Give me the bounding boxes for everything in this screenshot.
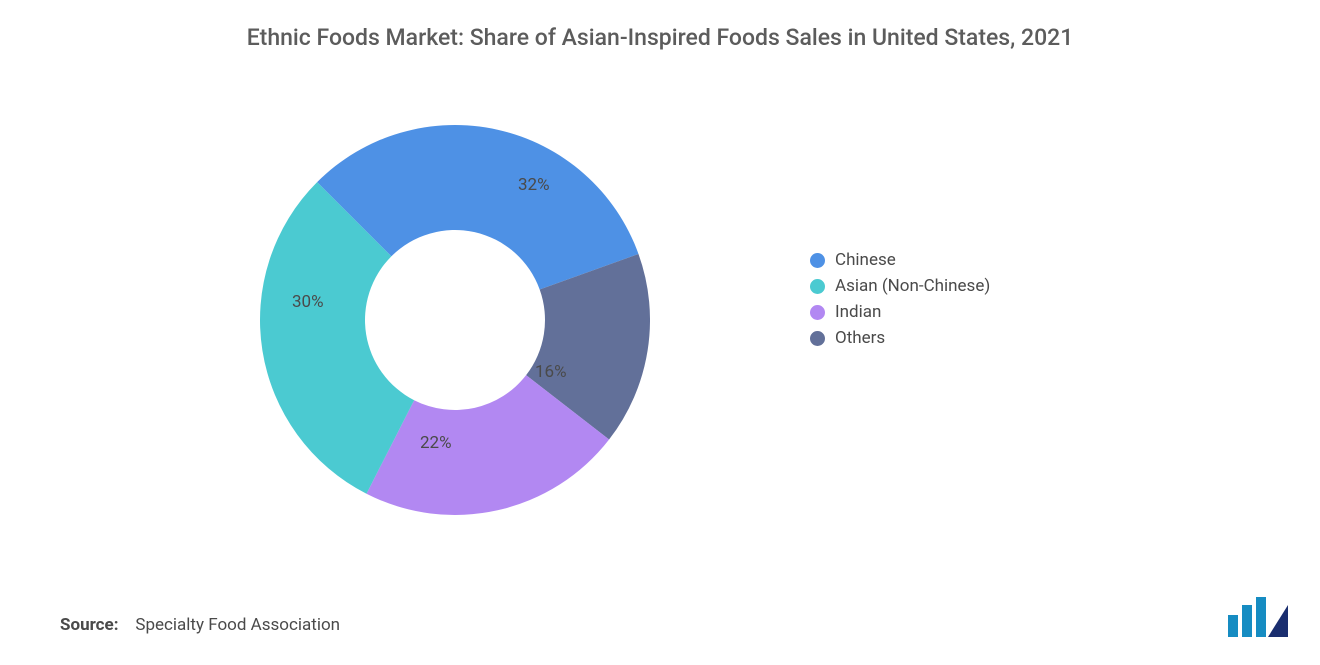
data-label-chinese: 32% [518, 175, 550, 195]
legend-swatch [810, 305, 825, 320]
logo-bar-3 [1256, 597, 1266, 637]
legend-item-chinese: Chinese [810, 250, 990, 270]
brand-logo [1228, 597, 1288, 637]
legend-item-others: Others [810, 328, 990, 348]
legend-item-asian-non-chinese-: Asian (Non-Chinese) [810, 276, 990, 296]
logo-bar-2 [1242, 605, 1252, 637]
legend-swatch [810, 331, 825, 346]
data-label-indian: 22% [420, 433, 452, 453]
legend-label: Chinese [835, 250, 896, 270]
source-line: Source: Specialty Food Association [60, 615, 340, 635]
source-prefix: Source: [60, 615, 118, 635]
legend-item-indian: Indian [810, 302, 990, 322]
donut-chart: 32% 16% 22% 30% [260, 125, 650, 515]
legend-swatch [810, 279, 825, 294]
legend: Chinese Asian (Non-Chinese) Indian Others [810, 250, 990, 354]
source-text: Specialty Food Association [135, 615, 340, 635]
data-label-asian-non-chinese-: 30% [292, 292, 324, 312]
donut-svg [260, 125, 650, 515]
legend-label: Others [835, 328, 885, 348]
legend-swatch [810, 253, 825, 268]
legend-label: Indian [835, 302, 881, 322]
logo-bar-1 [1228, 615, 1238, 637]
legend-label: Asian (Non-Chinese) [835, 276, 990, 296]
chart-container: Ethnic Foods Market: Share of Asian-Insp… [0, 0, 1320, 665]
logo-accent [1268, 605, 1288, 637]
chart-title: Ethnic Foods Market: Share of Asian-Insp… [0, 22, 1320, 53]
data-label-others: 16% [535, 362, 567, 382]
logo-svg [1228, 597, 1288, 637]
